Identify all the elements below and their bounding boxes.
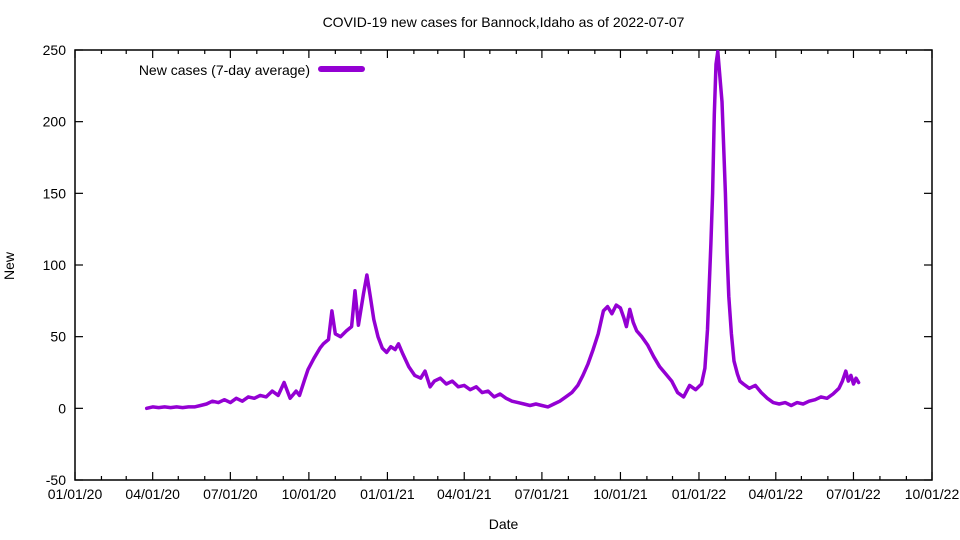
x-tick-label: 01/01/21 — [360, 486, 415, 502]
x-tick-label: 04/01/22 — [749, 486, 804, 502]
y-tick-label: 0 — [58, 400, 66, 416]
x-tick-label: 10/01/22 — [905, 486, 960, 502]
y-tick-label: 200 — [43, 114, 67, 130]
x-tick-label: 01/01/20 — [48, 486, 103, 502]
chart-title: COVID-19 new cases for Bannock,Idaho as … — [322, 14, 685, 30]
y-tick-label: 100 — [43, 257, 67, 273]
plot-border — [74, 49, 933, 481]
legend-label: New cases (7-day average) — [138, 62, 310, 78]
data-line — [144, 50, 861, 411]
y-tick-label: -50 — [46, 472, 66, 488]
legend-line-sample — [318, 66, 365, 72]
x-tick-label: 01/01/22 — [672, 486, 727, 502]
x-axis-label: Date — [488, 516, 519, 532]
x-tick-label: 07/01/22 — [826, 486, 881, 502]
x-tick-label: 07/01/21 — [515, 486, 570, 502]
x-tick-label: 10/01/21 — [593, 486, 648, 502]
y-axis-label: New — [1, 252, 17, 281]
x-tick-label: 07/01/20 — [203, 486, 258, 502]
x-tick-label: 04/01/21 — [437, 486, 492, 502]
x-tick-label: 10/01/20 — [282, 486, 337, 502]
y-tick-label: 250 — [43, 42, 67, 58]
y-tick-label: 150 — [43, 185, 67, 201]
x-tick-label: 04/01/20 — [125, 486, 180, 502]
y-tick-label: 50 — [50, 329, 66, 345]
